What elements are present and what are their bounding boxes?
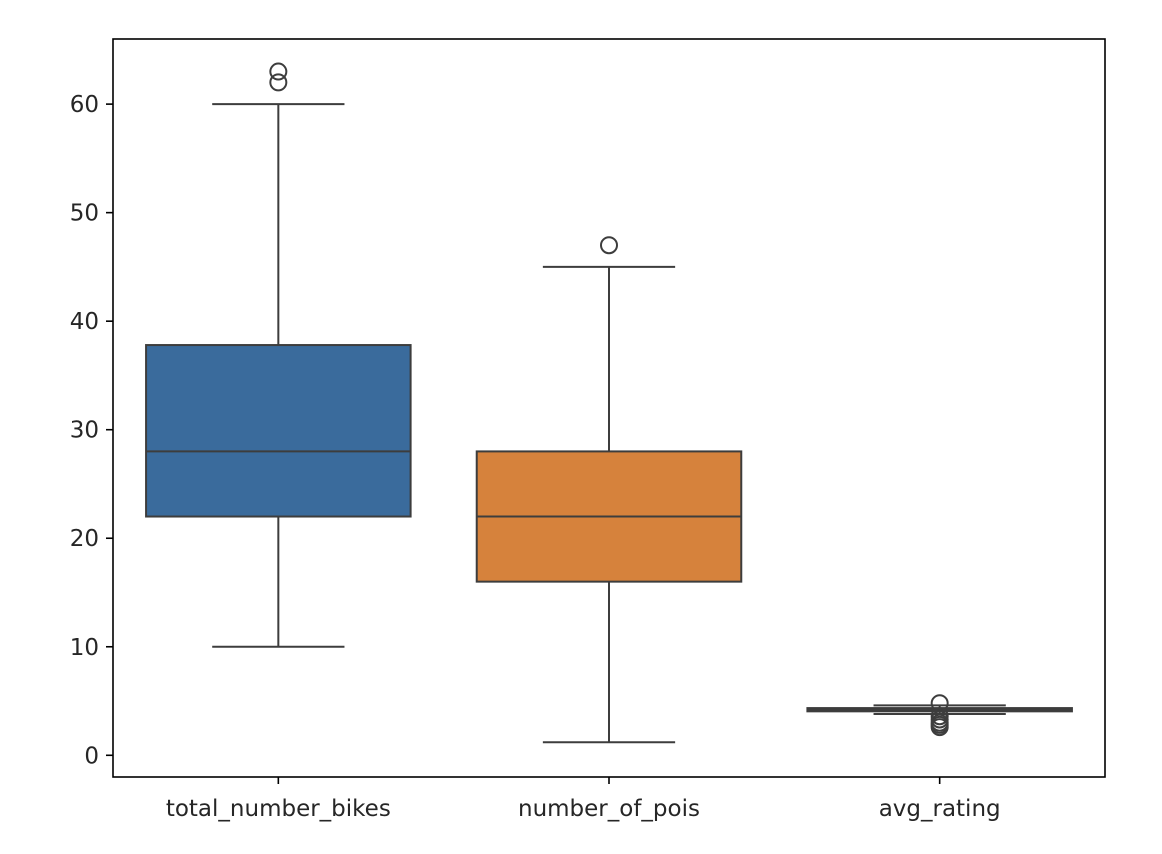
- x-axis: total_number_bikes number_of_pois avg_rati…: [166, 777, 1001, 822]
- x-tick-label: number_of_pois: [518, 796, 700, 822]
- box-number_of_pois: [475, 236, 743, 744]
- y-tick-label: 20: [70, 526, 99, 552]
- box-total_number_bikes: [145, 62, 412, 648]
- iqr-box: [145, 344, 412, 518]
- plot-area: [145, 62, 1073, 744]
- x-tick-label: total_number_bikes: [166, 796, 391, 822]
- outlier-point: [269, 73, 288, 92]
- outlier-point: [600, 236, 618, 255]
- y-tick-label: 0: [84, 743, 99, 769]
- y-tick-label: 10: [70, 635, 99, 661]
- y-axis: 0 10 20 30 40 50 60: [70, 92, 113, 769]
- y-tick-label: 50: [70, 201, 99, 227]
- box-avg_rating: [806, 694, 1073, 737]
- y-tick-label: 30: [70, 418, 99, 444]
- outlier-point: [269, 62, 288, 81]
- axes-frame: [112, 38, 1106, 778]
- outlier-point: [930, 718, 949, 737]
- y-tick-label: 40: [70, 309, 99, 335]
- x-tick-label: avg_rating: [879, 796, 1001, 822]
- y-tick-label: 60: [70, 92, 99, 118]
